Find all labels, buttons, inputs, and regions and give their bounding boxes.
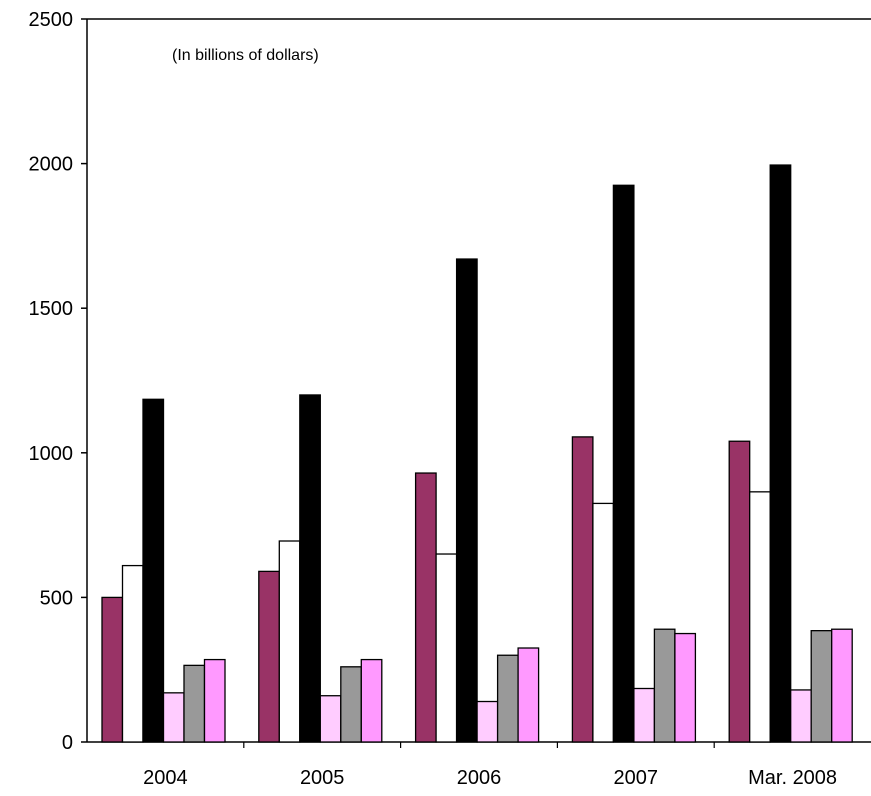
bar-1-3: [571, 436, 594, 743]
bar-2-3: [592, 502, 615, 743]
bar-2-4: [749, 491, 771, 743]
bar-1-1: [258, 570, 280, 743]
bar-5-2: [496, 654, 519, 743]
bar-4-3: [633, 687, 656, 743]
y-tick-label: 1000: [29, 443, 74, 465]
x-category-label: 2004: [143, 767, 188, 789]
bar-4-2: [476, 700, 499, 743]
bar-6-0: [203, 658, 226, 743]
bar-3-3: [612, 184, 635, 743]
bar-2-1: [278, 540, 301, 743]
bar-6-4: [831, 628, 853, 743]
chart-annotation: (In billions of dollars): [172, 47, 319, 64]
y-tick-label: 2500: [29, 9, 74, 31]
bar-5-4: [810, 630, 833, 743]
y-tick-labels: 0 500 1000 1500 2000 2500: [29, 9, 74, 754]
bar-5-1: [340, 666, 362, 743]
y-tick-label: 0: [62, 732, 73, 754]
bar-2-0: [121, 564, 144, 743]
bar-1-0: [101, 596, 124, 743]
x-category-label: 2007: [614, 767, 659, 789]
bar-6-3: [674, 632, 697, 743]
bar-3-1: [299, 394, 321, 743]
bar-6-1: [360, 658, 383, 743]
bar-3-2: [455, 258, 478, 743]
bar-5-0: [183, 664, 206, 743]
x-category-label: Mar. 2008: [748, 767, 837, 789]
bar-1-2: [414, 472, 437, 743]
bar-2-2: [435, 553, 458, 743]
bars: [101, 164, 853, 743]
x-category-labels: 2004 2005 2006 2007 Mar. 2008: [143, 767, 837, 789]
x-category-label: 2005: [300, 767, 345, 789]
bar-3-4: [769, 164, 792, 743]
y-tick-label: 500: [40, 587, 73, 609]
bar-4-4: [790, 689, 812, 743]
x-category-label: 2006: [457, 767, 502, 789]
bar-4-1: [319, 695, 342, 743]
bar-4-0: [162, 692, 185, 743]
bar-3-0: [142, 398, 165, 743]
bar-1-4: [728, 440, 751, 743]
bar-6-2: [517, 647, 540, 743]
bar-5-3: [653, 628, 676, 743]
y-tick-label: 2000: [29, 154, 74, 176]
y-tick-label: 1500: [29, 298, 74, 320]
